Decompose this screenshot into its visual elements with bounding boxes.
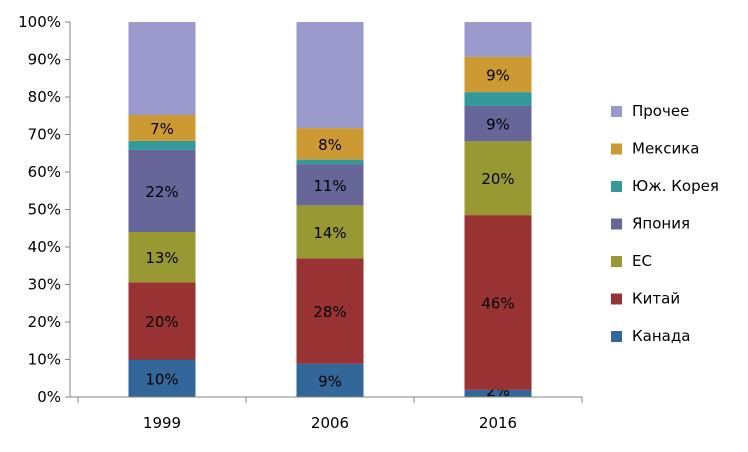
data-label: 9% [486, 67, 510, 85]
bar-segment-Прочее [128, 22, 196, 115]
bar-segment-ЕС [464, 141, 532, 216]
bar-segment-Китай [296, 258, 364, 364]
x-tick-label: 2006 [311, 414, 349, 432]
bar-segment-Юж. Корея [296, 159, 364, 165]
bar-segment-Китай [464, 215, 532, 390]
bar-segment-Мексика [128, 115, 196, 141]
legend-label: Юж. Корея [632, 177, 719, 195]
bar-segment-Япония [464, 106, 532, 142]
legend-label: ЕС [632, 252, 652, 270]
y-tick-label: 0% [37, 388, 61, 406]
bar-segment-Прочее [464, 22, 532, 57]
bar-segment-Юж. Корея [464, 92, 532, 106]
data-label: 20% [145, 313, 178, 331]
data-label: 11% [313, 177, 346, 195]
data-label: 13% [145, 249, 178, 267]
y-axis: 0% 10% 20% 30% 40% 50% 60% 70% 80% 90% 100% [18, 13, 71, 406]
y-tick-label: 30% [28, 276, 61, 294]
legend-label: Прочее [632, 102, 689, 120]
bar-segment-Мексика [464, 56, 532, 93]
legend-label: Китай [632, 290, 680, 308]
data-label: 7% [150, 120, 174, 138]
legend-swatch [611, 143, 622, 155]
y-tick-label: 20% [28, 313, 61, 331]
legend-swatch [611, 293, 622, 305]
y-tick-label: 40% [28, 238, 61, 256]
legend-swatch [611, 256, 622, 267]
legend-label: Япония [632, 215, 690, 233]
bar-segment-Япония [128, 149, 196, 232]
x-tick-label: 1999 [143, 414, 181, 432]
bar-segment-Юж. Корея [128, 140, 196, 150]
legend-swatch [611, 218, 622, 230]
y-tick-label: 100% [18, 13, 61, 31]
data-label: 22% [145, 183, 178, 201]
bar-segment-Канада [464, 389, 532, 397]
data-label: 20% [481, 170, 514, 188]
data-label: 9% [318, 372, 342, 390]
bars: 10%20%13%22%7%9%28%14%11%8%2%46%20%9%9% [128, 22, 532, 400]
legend: Прочее Мексика Юж. Корея Япония ЕС Китай Канад… [611, 102, 719, 345]
y-tick-label: 10% [28, 351, 61, 369]
x-tick-label: 2016 [479, 414, 517, 432]
data-label: 9% [486, 116, 510, 134]
bar-segment-Канада [296, 363, 364, 397]
y-tick-label: 50% [28, 201, 61, 219]
legend-swatch [611, 331, 622, 342]
data-label: 10% [145, 370, 178, 388]
bar-segment-Канада [128, 359, 196, 397]
data-label: 8% [318, 136, 342, 154]
bar-segment-Китай [128, 282, 196, 360]
legend-label: Канада [632, 327, 690, 345]
bar-segment-ЕС [128, 232, 196, 283]
y-tick-label: 60% [28, 163, 61, 181]
y-tick-label: 70% [28, 126, 61, 144]
bar-segment-Япония [296, 164, 364, 206]
data-label: 14% [313, 224, 346, 242]
bar-segment-Прочее [296, 22, 364, 129]
data-label: 46% [481, 295, 514, 313]
y-tick-label: 90% [28, 51, 61, 69]
bar-segment-Мексика [296, 128, 364, 160]
legend-swatch [611, 106, 622, 117]
legend-label: Мексика [632, 140, 699, 158]
legend-swatch [611, 181, 622, 192]
x-axis: 1999 2006 2016 [70, 396, 583, 432]
y-tick-label: 80% [28, 88, 61, 106]
bar-segment-ЕС [296, 205, 364, 259]
data-label: 28% [313, 303, 346, 321]
